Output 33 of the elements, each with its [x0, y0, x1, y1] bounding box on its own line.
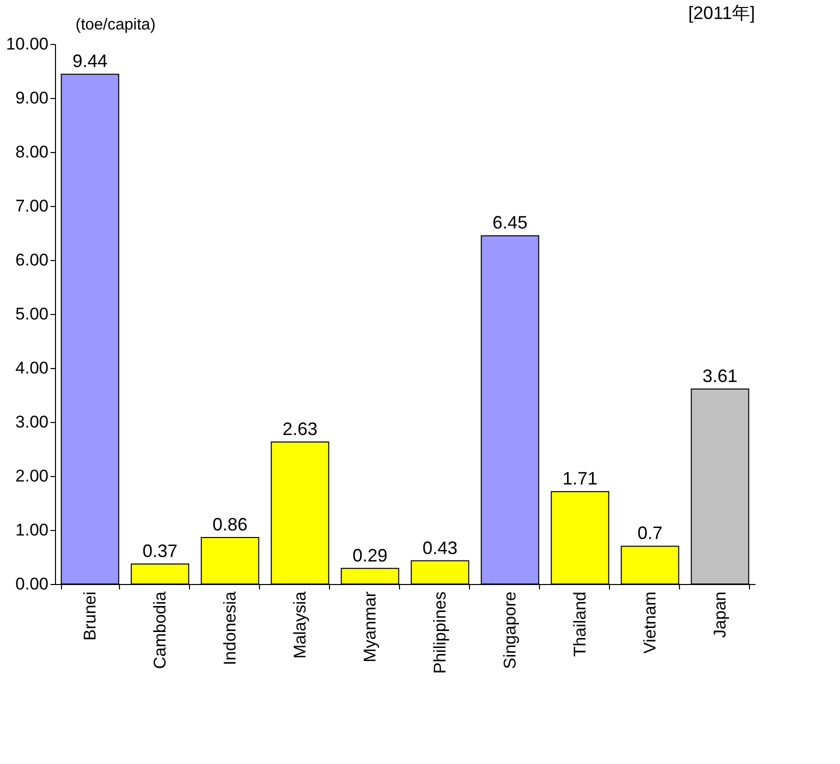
x-tick-label: Malaysia	[290, 590, 310, 659]
y-tick-label: 1.00	[15, 520, 48, 540]
data-label: 0.86	[212, 514, 248, 535]
text: [2011年]	[688, 3, 755, 23]
x-tick-label: Myanmar	[360, 591, 380, 662]
data-label: 9.44	[72, 51, 108, 72]
data-label: 0.7	[637, 523, 663, 544]
x-tick-label: Indonesia	[220, 590, 240, 666]
y-tick-label: 9.00	[15, 88, 48, 108]
y-tick-label: 4.00	[15, 358, 48, 378]
y-tick-label: 10.00	[6, 34, 48, 54]
data-label: 2.63	[282, 418, 318, 439]
data-label: 1.71	[562, 468, 598, 489]
y-axis-title: (toe/capita)	[75, 16, 156, 34]
x-tick-label: Philippines	[430, 592, 450, 674]
x-tick-label: Cambodia	[150, 590, 170, 669]
data-label: 0.37	[142, 541, 178, 562]
y-tick-label: 3.00	[15, 412, 48, 432]
x-tick-label: Thailand	[570, 592, 590, 657]
data-label: 0.29	[352, 545, 388, 566]
y-tick-label: 7.00	[15, 196, 48, 216]
y-tick-label: 2.00	[15, 466, 48, 486]
y-tick-label: 8.00	[15, 142, 48, 162]
x-tick-label: Japan	[710, 592, 730, 638]
x-tick-label: Singapore	[500, 592, 520, 670]
data-label: 0.43	[422, 538, 458, 558]
y-tick-label: 6.00	[15, 250, 48, 270]
data-label: 3.61	[702, 366, 738, 386]
y-tick-label: 5.00	[15, 304, 48, 324]
y-tick-label: 0.00	[15, 574, 48, 594]
x-tick-label: Vietnam	[640, 592, 660, 654]
data-label: 6.45	[492, 212, 528, 233]
x-tick-label: Brunei	[80, 592, 100, 641]
